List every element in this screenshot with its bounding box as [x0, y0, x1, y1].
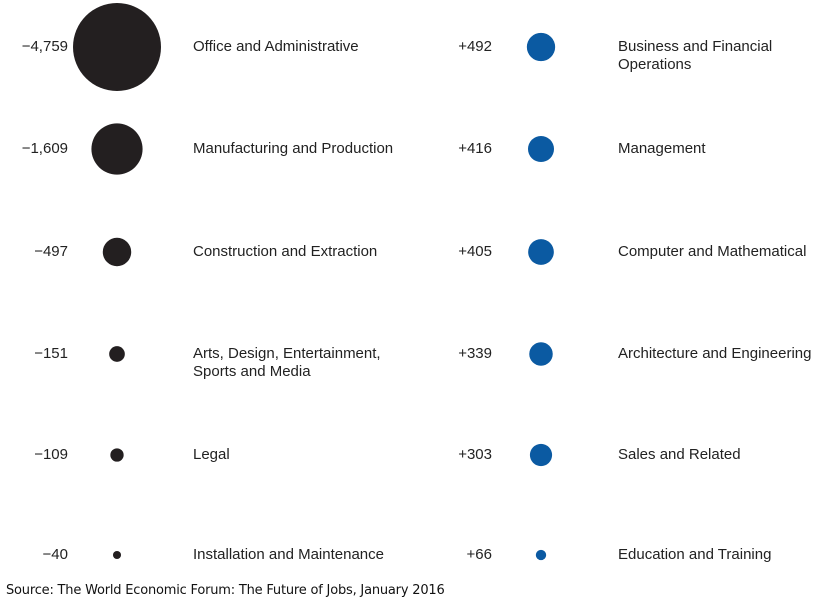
loss-value-label: −497	[34, 243, 68, 260]
gain-bubble	[526, 32, 556, 62]
loss-category-label: Installation and Maintenance	[193, 546, 384, 563]
gain-value-label: +66	[466, 546, 492, 563]
loss-value-label: −4,759	[21, 38, 68, 55]
gain-value-label: +303	[458, 446, 492, 463]
gain-category-label: Education and Training	[618, 546, 772, 563]
gain-category-label: Business and Financial Operations	[618, 38, 773, 73]
gain-value-label: +339	[458, 345, 492, 362]
loss-bubble	[91, 123, 143, 175]
source-note: Source: The World Economic Forum: The Fu…	[6, 583, 445, 598]
loss-bubble	[110, 448, 124, 462]
loss-category-label: Office and Administrative	[193, 38, 359, 55]
gain-bubble	[535, 549, 547, 561]
loss-bubble	[73, 3, 161, 91]
gain-bubble	[529, 342, 553, 366]
loss-category-label: Construction and Extraction	[193, 243, 378, 260]
gain-bubble	[527, 135, 555, 163]
gain-bubble	[529, 443, 553, 467]
gain-bubble	[528, 239, 554, 265]
loss-value-label: −151	[34, 345, 68, 362]
gain-value-label: +405	[458, 243, 492, 260]
loss-value-label: −109	[34, 446, 68, 463]
loss-category-label: Legal	[193, 446, 230, 463]
gain-category-label: Computer and Mathematical	[618, 243, 807, 260]
gain-category-label: Management	[618, 140, 706, 157]
gain-category-label: Architecture and Engineering	[618, 345, 812, 362]
gain-value-label: +492	[458, 38, 492, 55]
loss-bubble	[102, 237, 132, 267]
gain-value-label: +416	[458, 140, 492, 157]
loss-bubble	[112, 550, 122, 560]
loss-category-label: Manufacturing and Production	[193, 140, 394, 157]
loss-category-label: Arts, Design, Entertainment, Sports and …	[193, 345, 381, 380]
loss-value-label: −1,609	[21, 140, 68, 157]
loss-bubble	[109, 346, 125, 362]
gain-category-label: Sales and Related	[618, 446, 741, 463]
loss-value-label: −40	[42, 546, 68, 563]
